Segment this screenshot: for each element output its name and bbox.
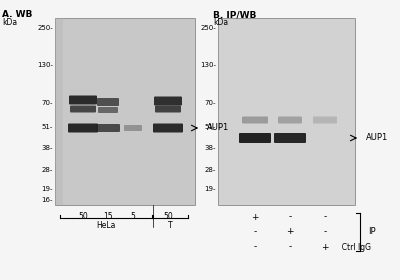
Bar [55, 18, 63, 205]
Text: 130-: 130- [200, 62, 216, 68]
FancyBboxPatch shape [96, 124, 120, 132]
Text: -: - [323, 213, 327, 221]
FancyBboxPatch shape [153, 123, 183, 132]
FancyBboxPatch shape [68, 123, 98, 132]
FancyBboxPatch shape [154, 97, 182, 106]
FancyBboxPatch shape [124, 125, 142, 131]
Text: 50: 50 [78, 212, 88, 221]
Text: IP: IP [368, 227, 376, 237]
Text: B. IP/WB: B. IP/WB [213, 10, 256, 19]
Text: +: + [321, 242, 329, 251]
Text: 15: 15 [103, 212, 113, 221]
Text: -: - [288, 213, 292, 221]
Text: 5: 5 [130, 212, 136, 221]
Text: T: T [168, 221, 173, 230]
Text: kDa: kDa [2, 18, 17, 27]
Text: A. WB: A. WB [2, 10, 32, 19]
Text: 250-: 250- [200, 25, 216, 31]
Text: 50: 50 [163, 212, 173, 221]
Text: -: - [253, 242, 257, 251]
Text: 28-: 28- [42, 167, 53, 173]
Bar [218, 18, 355, 205]
FancyBboxPatch shape [239, 133, 271, 143]
Text: 16-: 16- [42, 197, 53, 203]
Text: Ctrl IgG: Ctrl IgG [337, 242, 371, 251]
Text: 70-: 70- [204, 100, 216, 106]
FancyBboxPatch shape [155, 106, 181, 113]
Text: 70-: 70- [42, 100, 53, 106]
Text: kDa: kDa [213, 18, 228, 27]
FancyBboxPatch shape [278, 116, 302, 123]
Text: 51-: 51- [205, 124, 216, 130]
Text: +: + [251, 213, 259, 221]
FancyBboxPatch shape [274, 133, 306, 143]
Text: -: - [253, 227, 257, 237]
FancyBboxPatch shape [70, 106, 96, 113]
Text: 250-: 250- [37, 25, 53, 31]
FancyBboxPatch shape [242, 116, 268, 123]
Text: 38-: 38- [42, 145, 53, 151]
FancyBboxPatch shape [97, 98, 119, 106]
Bar [55, 18, 195, 205]
Text: 51-: 51- [42, 124, 53, 130]
Text: -: - [323, 227, 327, 237]
Text: 19-: 19- [42, 186, 53, 192]
Text: 130-: 130- [37, 62, 53, 68]
Text: 19-: 19- [204, 186, 216, 192]
Text: -: - [288, 242, 292, 251]
Text: AUP1: AUP1 [366, 134, 388, 143]
FancyBboxPatch shape [98, 107, 118, 113]
FancyBboxPatch shape [313, 116, 337, 123]
Text: 38-: 38- [204, 145, 216, 151]
FancyBboxPatch shape [69, 95, 97, 104]
Text: 28-: 28- [205, 167, 216, 173]
Text: HeLa: HeLa [96, 221, 116, 230]
Text: AUP1: AUP1 [207, 123, 229, 132]
Text: +: + [286, 227, 294, 237]
